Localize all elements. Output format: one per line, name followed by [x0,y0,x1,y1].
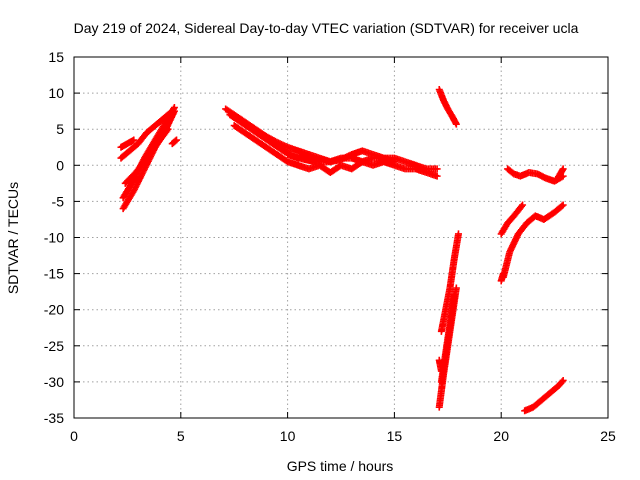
data-point [433,165,441,173]
x-tick-label: 20 [493,428,509,444]
data-point [437,367,445,375]
x-tick-label: 0 [70,428,78,444]
axis-ticks: 0 5 10 15 20 25 15 10 5 0 -5 -10 -15 -20 -25 -30 -35 [44,49,616,444]
grid-lines [74,57,608,418]
data-point [499,270,507,278]
data-point [559,165,567,173]
y-tick-label: 0 [56,157,64,173]
data-point [517,202,525,210]
data-point [452,120,460,128]
data-point [559,376,567,384]
y-tick-label: -25 [44,338,64,354]
data-point [558,202,566,210]
data-point [454,230,462,238]
data-point [173,136,181,144]
data-point [559,201,567,209]
y-tick-label: -5 [52,193,65,209]
data-point [433,172,441,180]
y-tick-label: -30 [44,374,64,390]
x-tick-label: 25 [600,428,616,444]
data-point [558,378,566,386]
y-tick-label: -10 [44,230,64,246]
y-tick-label: 10 [48,85,64,101]
data-point [167,108,175,116]
data-point [171,137,179,145]
y-tick-label: 15 [48,49,64,65]
data-point [130,136,138,144]
data-point [168,107,176,115]
x-tick-label: 5 [177,428,185,444]
y-tick-label: -15 [44,266,64,282]
y-tick-label: -35 [44,410,64,426]
x-tick-label: 15 [387,428,403,444]
chart-title: Day 219 of 2024, Sidereal Day-to-day VTE… [74,20,579,36]
data-point [390,158,398,166]
data-point [450,291,458,299]
x-axis-label: GPS time / hours [287,458,394,474]
y-axis-label: SDTVAR / TECUs [5,182,21,294]
data-point [164,125,172,133]
data-point [519,201,527,209]
x-tick-label: 10 [280,428,296,444]
data-point [170,104,178,112]
data-point [452,284,460,292]
y-tick-label: 5 [56,121,64,137]
data-point [163,127,171,135]
y-tick-label: -20 [44,302,64,318]
data-points [117,85,567,415]
